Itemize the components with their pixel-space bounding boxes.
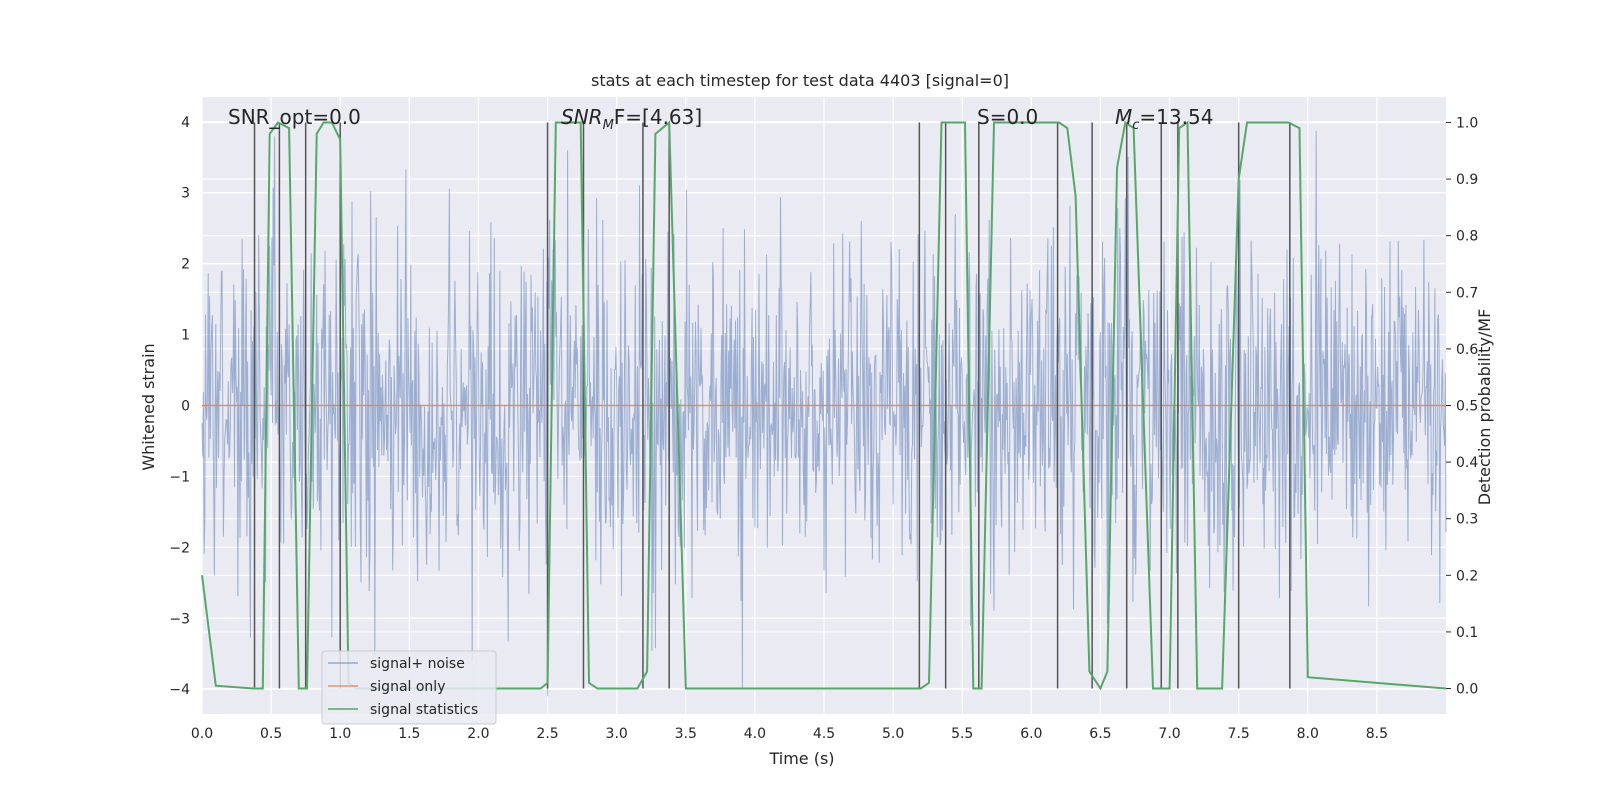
series-signal-statistics — [201, 120, 1447, 691]
y-right-tick-label-0: 1.0 — [1456, 115, 1478, 131]
y-left-tick-label-1: 3 — [181, 186, 190, 202]
x-tick-label-13: 6.5 — [1089, 726, 1111, 742]
annotation-mc-sub: c — [1132, 118, 1139, 133]
vertical-markers — [253, 122, 1291, 689]
annotation-snr-mf-name: SNR — [561, 105, 603, 129]
legend-label-signal-noise: signal+ noise — [370, 656, 465, 672]
y-right-tick-label-9: 0.1 — [1456, 625, 1478, 641]
annotation-snr-opt: SNR_opt=0.0 — [228, 105, 361, 129]
y-right-tick-label-6: 0.4 — [1456, 455, 1478, 471]
chart-title: stats at each timestep for test data 440… — [591, 71, 1009, 90]
x-tick-label-1: 0.5 — [260, 726, 282, 742]
legend: signal+ noise signal only signal statist… — [321, 650, 497, 725]
y-left-tick-label-5: −1 — [169, 469, 190, 485]
legend-box — [321, 650, 497, 725]
legend-label-signal-only: signal only — [370, 679, 445, 695]
annotation-snr-mf: SNRMF=[4.63] — [561, 105, 702, 133]
x-tick-label-15: 7.5 — [1228, 726, 1250, 742]
tick-labels: 0.0 0.5 1.0 1.5 2.0 2.5 3.0 3.5 4.0 4.5 5.0 5.5 6.0 6… — [169, 115, 1478, 742]
x-tick-label-7: 3.5 — [675, 726, 697, 742]
x-tick-label-10: 5.0 — [882, 726, 904, 742]
annotation-snr-mf-sub: M — [603, 118, 614, 133]
annotation-mc-value: =13.54 — [1139, 105, 1213, 129]
y-left-tick-label-8: −4 — [169, 682, 190, 698]
y-right-tick-label-4: 0.6 — [1456, 342, 1478, 358]
y-left-tick-label-0: 4 — [181, 115, 190, 131]
y-left-tick-label-7: −3 — [169, 611, 190, 627]
x-tick-label-5: 2.5 — [536, 726, 558, 742]
y-right-tick-label-5: 0.5 — [1456, 399, 1478, 415]
x-tick-label-17: 8.5 — [1366, 726, 1388, 742]
y-axis-label-left: Whitened strain — [139, 343, 158, 470]
x-tick-label-8: 4.0 — [744, 726, 766, 742]
annotation-mc: Mc=13.54 — [1115, 105, 1213, 133]
x-tick-label-0: 0.0 — [191, 726, 213, 742]
y-left-tick-label-3: 1 — [181, 328, 190, 344]
annotation-mc-name: M — [1115, 105, 1132, 129]
y-right-tick-label-1: 0.9 — [1456, 172, 1478, 188]
y-right-tick-label-7: 0.3 — [1456, 512, 1478, 528]
x-tick-label-2: 1.0 — [329, 726, 351, 742]
signal-statistics-line — [201, 120, 1447, 691]
y-right-tick-label-3: 0.7 — [1456, 285, 1478, 301]
x-tick-label-3: 1.5 — [398, 726, 420, 742]
x-axis-label: Time (s) — [768, 749, 834, 768]
x-tick-label-9: 4.5 — [813, 726, 835, 742]
annotation-snr-mf-value: F=[4.63] — [614, 105, 702, 129]
x-tick-label-16: 8.0 — [1297, 726, 1319, 742]
x-tick-label-12: 6.0 — [1020, 726, 1042, 742]
y-left-tick-label-4: 0 — [181, 399, 190, 415]
y-right-tick-label-2: 0.8 — [1456, 229, 1478, 245]
x-tick-label-11: 5.5 — [951, 726, 973, 742]
y-right-tick-label-8: 0.2 — [1456, 568, 1478, 584]
legend-label-signal-statistics: signal statistics — [370, 702, 478, 718]
y-left-tick-label-6: −2 — [169, 540, 190, 556]
y-right-tick-label-10: 0.0 — [1456, 682, 1478, 698]
x-tick-label-14: 7.0 — [1158, 726, 1180, 742]
y-left-tick-label-2: 2 — [181, 257, 190, 273]
x-tick-label-6: 3.0 — [606, 726, 628, 742]
annotation-s: S=0.0 — [977, 105, 1038, 129]
x-tick-label-4: 2.0 — [467, 726, 489, 742]
y-axis-label-right: Detection probability/MF — [1475, 309, 1494, 506]
